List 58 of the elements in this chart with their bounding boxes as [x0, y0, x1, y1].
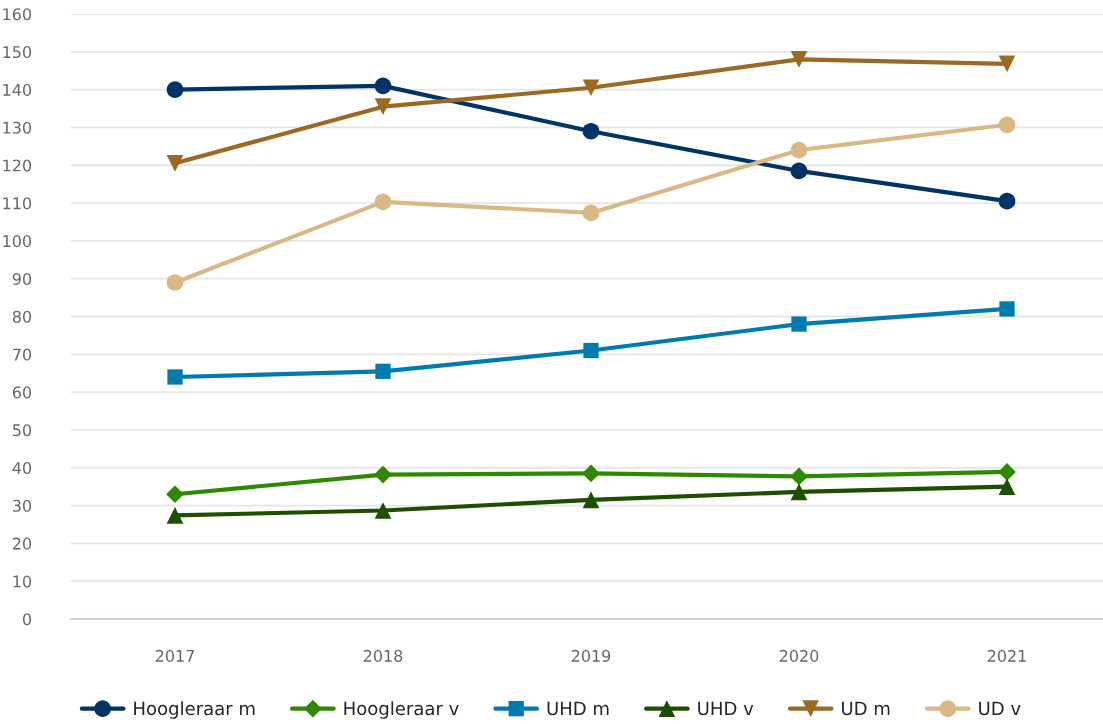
point	[374, 77, 392, 95]
x-tick-label: 2017	[155, 649, 194, 662]
y-tick-label: 10	[13, 575, 32, 588]
point	[998, 478, 1016, 495]
point	[999, 301, 1015, 317]
x-tick-label: 2020	[779, 649, 819, 662]
y-tick-label: 0	[23, 613, 32, 626]
legend-label: UD v	[979, 701, 1021, 716]
y-tick-label: 110	[3, 197, 32, 210]
y-tick-label: 140	[3, 83, 32, 96]
legend-label: Hoogleraar v	[344, 701, 459, 719]
y-tick-label: 90	[12, 272, 32, 285]
x-tick-label: 2019	[571, 649, 611, 662]
point	[166, 81, 184, 98]
y-tick-label: 20	[12, 537, 32, 550]
y-tick-label: 30	[13, 499, 32, 512]
y-tick-label: 60	[12, 386, 32, 399]
y-tick-label: 100	[3, 235, 32, 248]
point	[790, 162, 808, 180]
y-tick-label: 80	[12, 310, 32, 323]
point	[790, 467, 808, 486]
point	[374, 465, 392, 484]
x-tick-label: 2021	[987, 649, 1026, 662]
y-tick-label: 40	[12, 461, 32, 475]
legend-label: Hoogleraar m	[134, 701, 255, 719]
y-tick-label: 130	[3, 121, 32, 134]
point	[998, 192, 1016, 210]
point	[998, 116, 1016, 134]
point	[374, 193, 392, 211]
point	[582, 491, 600, 509]
point	[582, 204, 600, 222]
point	[583, 342, 599, 359]
point	[166, 485, 184, 504]
point	[582, 122, 600, 140]
legend-label: UHD v	[698, 701, 754, 716]
legend-label: UHD m	[547, 701, 609, 716]
point	[166, 507, 184, 524]
point	[167, 369, 183, 385]
legend-label: UD m	[842, 701, 890, 716]
point	[375, 363, 391, 379]
point	[374, 502, 392, 519]
y-tick-label: 50	[13, 424, 32, 437]
y-tick-label: 70	[13, 348, 32, 361]
y-tick-label: 160	[3, 8, 32, 21]
point	[582, 79, 600, 97]
point	[998, 55, 1016, 73]
y-tick-label: 150	[3, 46, 32, 59]
point	[790, 51, 808, 68]
x-tick-label: 2018	[363, 649, 403, 662]
point	[791, 316, 807, 332]
point	[166, 155, 184, 172]
point	[790, 483, 808, 501]
y-tick-label: 120	[3, 159, 32, 172]
point	[998, 463, 1016, 481]
point	[166, 274, 184, 291]
point	[582, 464, 600, 483]
point	[374, 98, 392, 115]
point	[790, 141, 808, 159]
